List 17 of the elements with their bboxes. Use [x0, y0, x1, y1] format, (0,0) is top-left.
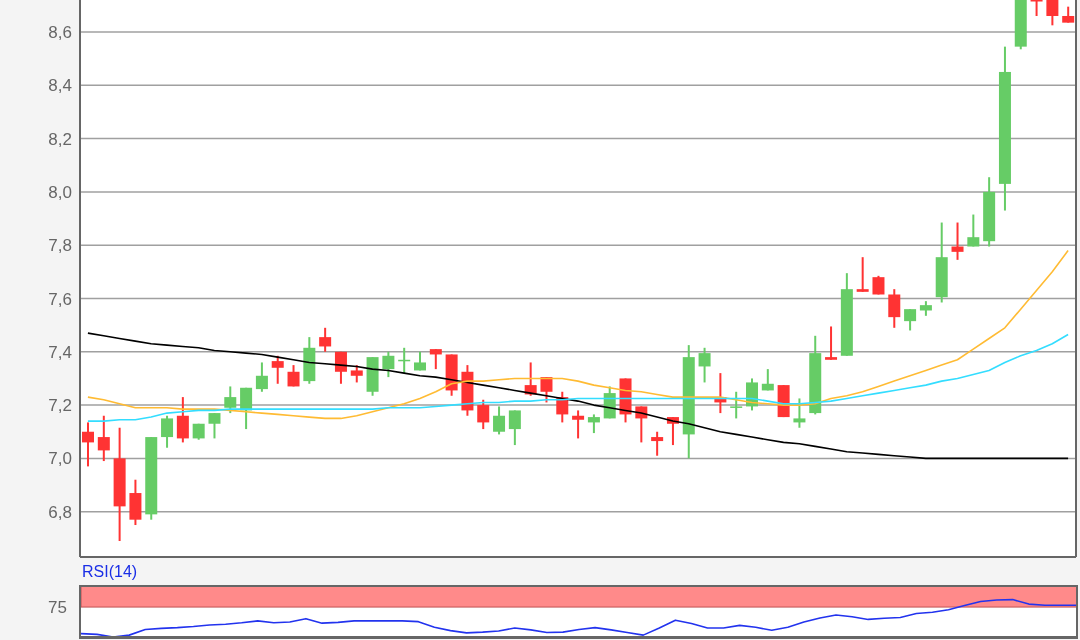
y-tick-label: 7,0 — [48, 449, 72, 469]
line-series — [87, 249, 1069, 420]
y-tick-label: 8,2 — [48, 129, 72, 149]
y-tick-label: 8,4 — [48, 76, 72, 96]
y-tick-label: 7,6 — [48, 289, 72, 309]
y-tick-label: 6,8 — [48, 502, 72, 522]
y-tick-label: 7,4 — [48, 342, 72, 362]
y-tick-label: 7,2 — [48, 396, 72, 416]
y-tick-label: 7,8 — [48, 236, 72, 256]
y-tick-label: 8,6 — [48, 23, 72, 43]
text: 75 — [48, 598, 67, 618]
candlestick — [856, 257, 869, 292]
candlestick — [825, 326, 838, 360]
line-series — [87, 333, 1069, 422]
chart-title: RSI(14) — [82, 563, 138, 581]
line-series — [87, 332, 1069, 460]
y-tick-label: 8,0 — [48, 182, 72, 202]
